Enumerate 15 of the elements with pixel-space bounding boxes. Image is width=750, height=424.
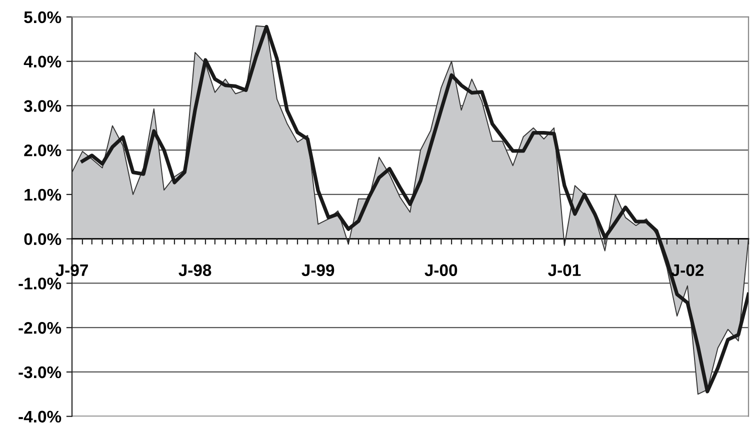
y-tick-label: -3.0% bbox=[18, 366, 62, 378]
x-tick-label: J-00 bbox=[424, 264, 458, 276]
y-tick-label: 0.0% bbox=[24, 233, 62, 246]
y-tick-label: 5.0% bbox=[24, 11, 62, 24]
x-tick-label: J-99 bbox=[302, 264, 334, 276]
y-tick-label: 4.0% bbox=[24, 56, 62, 68]
x-tick-label: J-02 bbox=[671, 264, 704, 276]
y-tick-label: 2.0% bbox=[24, 144, 62, 156]
y-tick-label: -4.0% bbox=[18, 410, 62, 423]
x-tick-label: J-01 bbox=[548, 264, 581, 276]
y-tick-label: -2.0% bbox=[18, 322, 62, 334]
x-tick-label: J-98 bbox=[178, 264, 212, 276]
y-tick-label: 3.0% bbox=[24, 100, 62, 112]
y-tick-label: 1.0% bbox=[24, 188, 62, 201]
y-tick-label: -1.0% bbox=[18, 278, 62, 290]
